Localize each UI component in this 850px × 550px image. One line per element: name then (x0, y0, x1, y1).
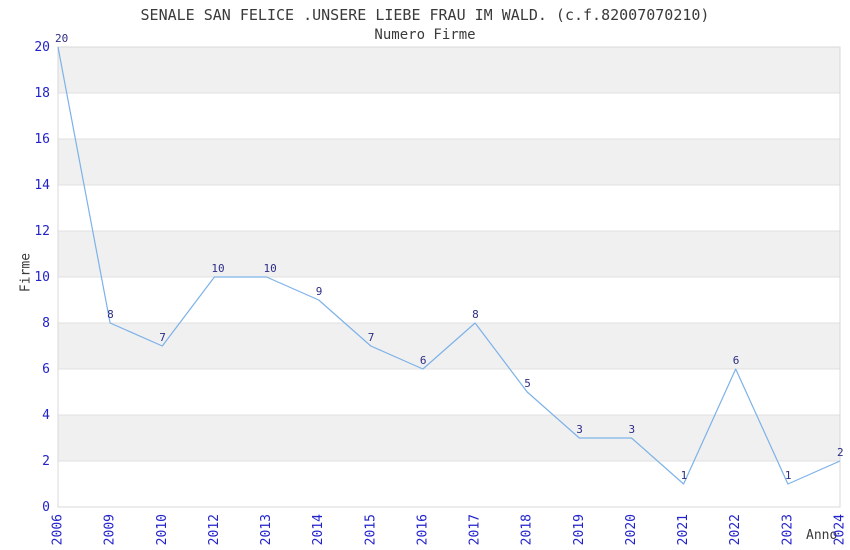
x-tick-label: 2023 (780, 514, 795, 545)
chart-title: SENALE SAN FELICE .UNSERE LIEBE FRAU IM … (140, 6, 710, 24)
y-tick-label: 14 (34, 178, 50, 193)
data-point-label: 2 (837, 446, 844, 459)
y-tick-label: 18 (34, 86, 50, 101)
x-tick-label: 2024 (833, 514, 848, 545)
y-tick-label: 4 (42, 408, 50, 423)
data-point-label: 8 (472, 308, 479, 321)
plot-band (58, 415, 840, 461)
y-tick-label: 12 (34, 224, 50, 239)
data-point-label: 1 (785, 469, 792, 482)
data-point-label: 3 (629, 423, 636, 436)
chart-subtitle: Numero Firme (374, 27, 476, 43)
x-tick-label: 2013 (259, 514, 274, 545)
data-point-label: 6 (420, 354, 427, 367)
data-point-label: 10 (264, 262, 277, 275)
x-tick-label: 2012 (207, 514, 222, 545)
data-point-label: 20 (55, 32, 68, 45)
data-point-label: 6 (733, 354, 740, 367)
x-tick-label: 2020 (624, 514, 639, 545)
data-point-label: 9 (316, 285, 323, 298)
x-tick-label: 2015 (363, 514, 378, 545)
data-point-label: 7 (368, 331, 375, 344)
x-axis-title: Anno (806, 528, 838, 543)
y-tick-label: 10 (34, 270, 50, 285)
x-tick-label: 2018 (520, 514, 535, 545)
y-tick-label: 0 (42, 500, 50, 515)
x-tick-label: 2019 (572, 514, 587, 545)
x-tick-label: 2010 (155, 514, 170, 545)
y-tick-label: 6 (42, 362, 50, 377)
plot-border (57, 46, 841, 508)
y-tick-label: 8 (42, 316, 50, 331)
data-line (57, 46, 841, 485)
data-point-label: 8 (107, 308, 114, 321)
y-tick-label: 2 (42, 454, 50, 469)
x-tick-label: 2014 (311, 514, 326, 545)
x-tick-label: 2022 (728, 514, 743, 545)
data-point-label: 3 (576, 423, 583, 436)
x-tick-label: 2021 (676, 514, 691, 545)
plot-band (58, 47, 840, 93)
data-point-label: 10 (211, 262, 224, 275)
x-tick-label: 2006 (51, 514, 66, 545)
data-point-label: 7 (159, 331, 166, 344)
plot-band (58, 139, 840, 185)
x-tick-label: 2009 (103, 514, 118, 545)
data-point-label: 1 (681, 469, 688, 482)
x-tick-label: 2017 (468, 514, 483, 545)
y-tick-label: 20 (34, 40, 50, 55)
plot-band (58, 231, 840, 277)
y-tick-label: 16 (34, 132, 50, 147)
data-point-label: 5 (524, 377, 531, 390)
x-tick-label: 2016 (415, 514, 430, 545)
